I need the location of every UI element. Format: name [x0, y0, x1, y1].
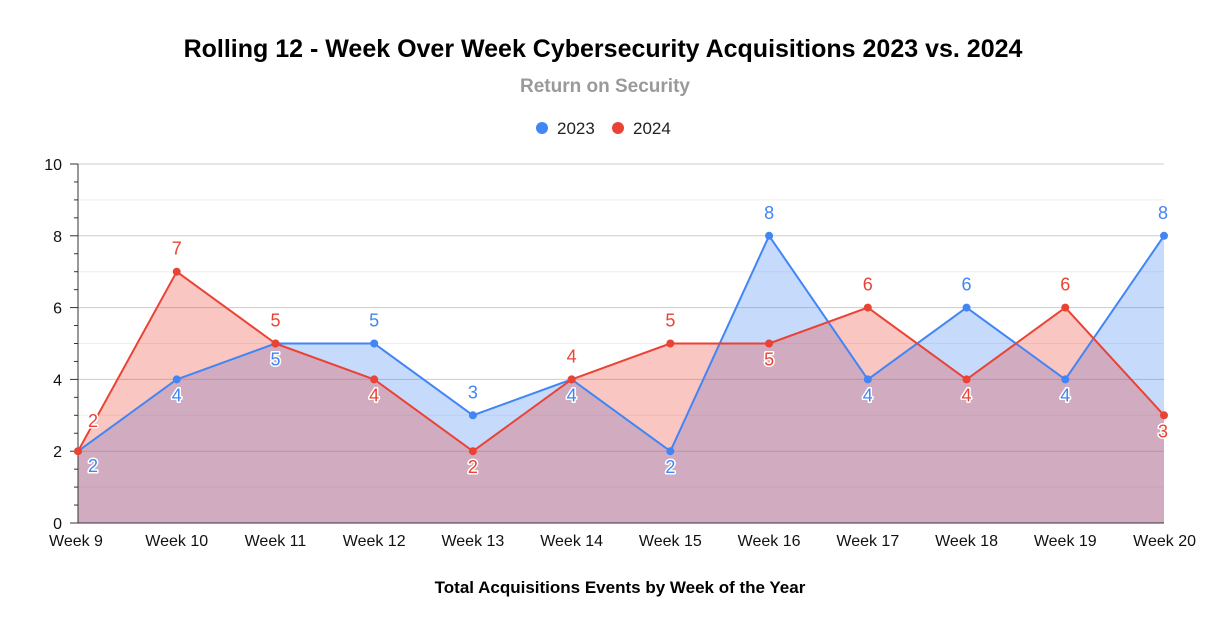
x-tick-label: Week 13 — [441, 533, 504, 550]
data-label-2024: 2 — [88, 411, 98, 431]
data-label-2023: 5 — [270, 350, 280, 370]
x-tick-label: Week 16 — [738, 533, 801, 550]
data-label-2023: 8 — [1158, 203, 1168, 223]
legend-marker-2024 — [612, 122, 624, 134]
point-2024 — [1061, 303, 1070, 312]
y-tick-label: 4 — [53, 372, 62, 389]
data-label-2024: 4 — [369, 385, 379, 405]
x-tick-label: Week 15 — [639, 533, 702, 550]
point-2023 — [172, 375, 181, 384]
x-tick-label: Week 20 — [1133, 533, 1196, 550]
point-2024 — [468, 447, 477, 456]
y-tick-label: 8 — [53, 229, 62, 246]
x-tick-label: Week 14 — [540, 533, 603, 550]
gridlines — [78, 163, 1164, 488]
x-tick-label: Week 10 — [145, 533, 208, 550]
data-label-2024: 6 — [863, 275, 873, 295]
point-2023 — [962, 303, 971, 312]
data-label-2023: 4 — [172, 385, 182, 405]
x-axis-title: Total Acquisitions Events by Week of the… — [435, 578, 806, 597]
x-tick-labels: Week 9 Week 10 Week 11 Week 12 Week 13 Week 1… — [49, 533, 1196, 550]
series-points — [74, 231, 1168, 456]
point-2023 — [1160, 231, 1168, 240]
point-2024 — [1160, 411, 1168, 420]
data-label-2023: 4 — [1060, 385, 1070, 405]
point-2023 — [370, 339, 379, 348]
series-areas — [78, 235, 1164, 524]
data-label-2023: 8 — [764, 203, 774, 223]
point-2023 — [468, 411, 477, 420]
point-2024 — [666, 339, 675, 348]
y-tick-labels: 0 2 4 6 8 10 — [44, 157, 62, 533]
area-2024 — [78, 271, 1164, 523]
point-2023 — [863, 375, 872, 384]
data-label-2024: 4 — [567, 346, 577, 366]
point-2023 — [666, 447, 675, 456]
point-2024 — [370, 375, 379, 384]
data-label-2024: 6 — [1060, 275, 1070, 295]
data-label-2024: 5 — [270, 311, 280, 331]
x-tick-label: Week 19 — [1034, 533, 1097, 550]
point-2024 — [271, 339, 280, 348]
data-label-2023: 6 — [962, 275, 972, 295]
data-label-2023: 2 — [665, 457, 675, 477]
data-label-2024: 2 — [468, 457, 478, 477]
chart-subtitle: Return on Security — [520, 76, 690, 97]
data-label-2024: 5 — [665, 311, 675, 331]
point-2023 — [765, 231, 774, 240]
data-label-2024: 7 — [172, 239, 182, 259]
point-2024 — [765, 339, 774, 348]
data-label-2024: 5 — [764, 350, 774, 370]
point-2024 — [567, 375, 576, 384]
axes — [70, 163, 1164, 524]
y-tick-label: 10 — [44, 157, 62, 174]
point-2024 — [172, 267, 181, 276]
legend-label-2024: 2024 — [633, 119, 671, 138]
data-label-2023: 3 — [468, 382, 478, 402]
data-labels: 2 4 5 5 3 4 2 8 4 6 4 8 2 7 5 4 2 4 5 5 6 4 6 3 — [86, 201, 1169, 478]
x-tick-label: Week 11 — [245, 533, 307, 550]
y-tick-label: 2 — [53, 444, 62, 461]
chart-title: Rolling 12 - Week Over Week Cybersecurit… — [184, 35, 1023, 63]
series-lines — [77, 234, 1165, 453]
legend: 2023 2024 — [536, 119, 671, 138]
line-2023 — [77, 234, 1165, 453]
y-tick-label: 0 — [53, 516, 62, 533]
point-2024 — [74, 447, 82, 456]
x-tick-label: Week 17 — [836, 533, 899, 550]
data-label-2023: 2 — [88, 456, 98, 476]
legend-label-2023: 2023 — [557, 119, 595, 138]
data-label-2023: 4 — [863, 385, 873, 405]
data-label-2024: 3 — [1158, 421, 1168, 441]
x-tick-label: Week 18 — [935, 533, 998, 550]
area-2023 — [78, 235, 1164, 524]
data-label-2024: 4 — [962, 385, 972, 405]
point-2023 — [1061, 375, 1070, 384]
x-tick-label: Week 12 — [343, 533, 406, 550]
point-2024 — [962, 375, 971, 384]
data-label-2023: 5 — [369, 311, 379, 331]
x-tick-label: Week 9 — [49, 533, 103, 550]
data-label-2023: 4 — [567, 385, 577, 405]
line-2024 — [77, 270, 1165, 453]
y-tick-label: 6 — [53, 301, 62, 318]
legend-marker-2023 — [536, 122, 548, 134]
point-2024 — [863, 303, 872, 312]
